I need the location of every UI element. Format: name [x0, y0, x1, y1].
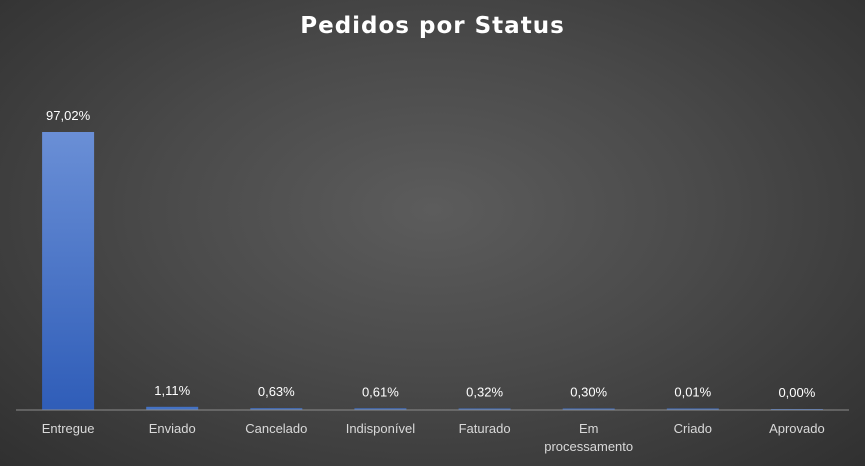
value-label: 0,00%: [778, 385, 815, 400]
bar-cancelado: [250, 408, 303, 410]
category-label: Indisponível: [346, 421, 415, 436]
category-label: Entregue: [42, 421, 95, 436]
category-label: Faturado: [459, 421, 511, 436]
category-label: Em processamento: [544, 421, 633, 454]
bar-faturado: [458, 408, 511, 410]
value-label: 0,32%: [466, 385, 503, 400]
value-label: 0,01%: [674, 385, 711, 400]
category-label: Criado: [674, 421, 712, 436]
bar-criado: [666, 408, 719, 410]
bar-em-processamento: [562, 408, 615, 410]
category-label: Enviado: [149, 421, 196, 436]
value-label: 97,02%: [46, 108, 91, 123]
bar-entregue: [42, 132, 95, 410]
bar-indisponível: [354, 408, 407, 410]
chart-title: Pedidos por Status: [300, 13, 565, 39]
value-label: 0,63%: [258, 384, 295, 399]
value-label: 0,61%: [362, 384, 399, 399]
value-label: 1,11%: [154, 383, 190, 398]
value-label: 0,30%: [570, 385, 607, 400]
bar-enviado: [146, 406, 199, 410]
category-label: Cancelado: [245, 421, 307, 436]
category-label: Aprovado: [769, 421, 825, 436]
